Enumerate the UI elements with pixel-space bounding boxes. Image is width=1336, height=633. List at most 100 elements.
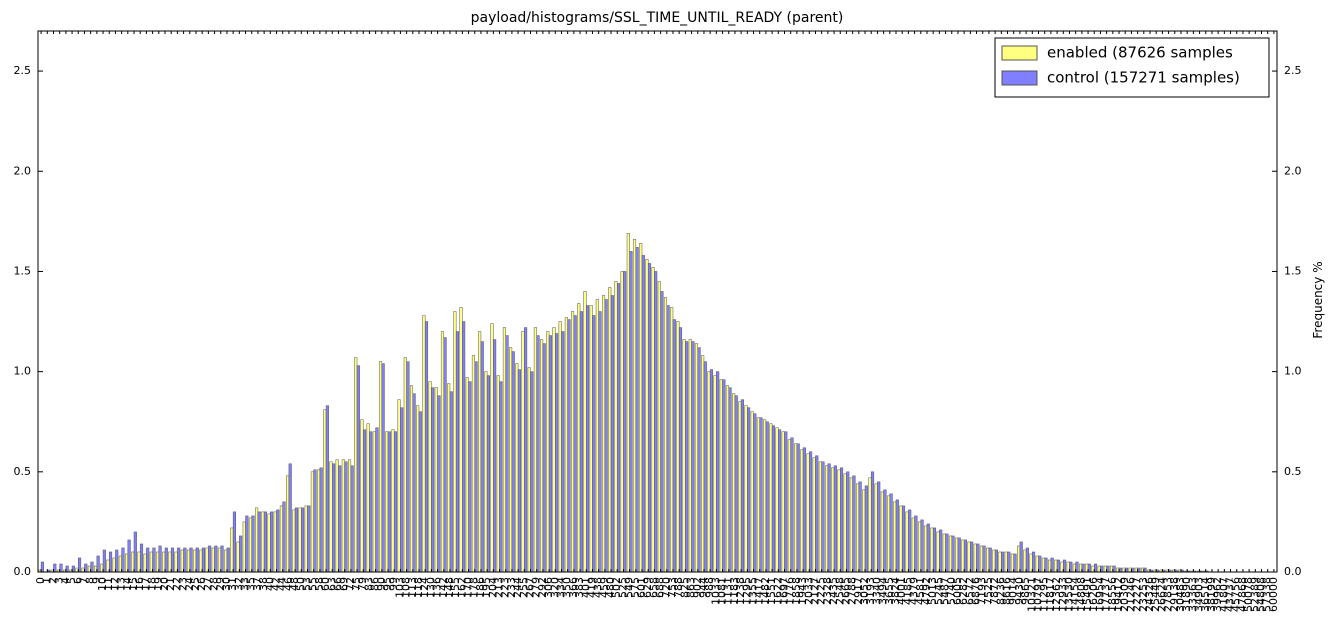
x-tick-label: 10	[96, 577, 109, 591]
bar	[864, 485, 868, 573]
bar	[478, 331, 482, 573]
x-tick-label: 1697	[777, 577, 790, 605]
x-tick-label: 24326	[1143, 577, 1156, 612]
x-tick-label: 10321	[1025, 577, 1038, 612]
bar	[666, 305, 670, 573]
bar	[604, 299, 608, 573]
x-tick-label: 2	[46, 577, 59, 584]
x-tick-label: 6005	[951, 577, 964, 605]
bar	[645, 259, 649, 573]
bar	[893, 501, 897, 573]
bar	[641, 255, 645, 573]
x-tick-label: 14	[121, 577, 134, 591]
bar	[447, 383, 451, 573]
x-tick-label: 48	[288, 577, 301, 591]
bar	[387, 431, 391, 573]
x-tick-label: 34903	[1193, 577, 1206, 612]
y-tick-label: 2.5	[14, 64, 32, 77]
x-tick-label: 30	[220, 577, 233, 591]
bar	[992, 549, 996, 573]
bar	[833, 465, 837, 573]
x-tick-label: 1622	[771, 577, 784, 605]
bar	[263, 511, 267, 573]
bar	[474, 361, 478, 573]
x-tick-label: 292	[536, 577, 549, 598]
bar	[406, 361, 410, 573]
bar	[924, 525, 928, 573]
bar	[193, 549, 197, 573]
bar	[378, 361, 383, 573]
bar	[827, 463, 831, 573]
bar	[620, 271, 624, 573]
bar	[926, 523, 930, 573]
bar	[945, 533, 949, 573]
bar	[753, 413, 757, 573]
bar	[672, 319, 676, 573]
bar	[214, 545, 218, 573]
bar	[802, 447, 806, 573]
bar	[400, 407, 404, 573]
bar	[521, 331, 525, 573]
bar	[276, 509, 280, 573]
bar	[294, 507, 298, 573]
bar	[948, 535, 953, 573]
bar	[486, 375, 490, 573]
bar	[208, 545, 212, 573]
x-tick-label: 575	[629, 577, 642, 598]
x-tick-label: 2328	[821, 577, 834, 605]
x-tick-label: 233	[505, 577, 518, 598]
bar	[319, 467, 323, 573]
bar	[261, 511, 265, 573]
bar	[701, 355, 705, 573]
x-tick-label: 108	[400, 577, 413, 598]
bar	[862, 489, 866, 573]
bar	[440, 331, 445, 573]
x-tick-label: 1482	[759, 577, 772, 605]
bar	[781, 431, 785, 573]
bar	[536, 335, 540, 573]
bar	[369, 431, 373, 573]
bar	[639, 243, 643, 573]
bar	[608, 287, 612, 573]
bar	[431, 387, 435, 573]
x-tick-label: 753	[666, 577, 679, 598]
x-tick-label: 63	[325, 577, 338, 591]
bar	[313, 469, 317, 573]
y-tick-label: 2.0	[14, 164, 32, 177]
bar	[837, 469, 841, 573]
bar	[849, 477, 853, 573]
x-tick-label: 4581	[914, 577, 927, 605]
bar	[511, 351, 515, 573]
x-tick-label: 502	[610, 577, 623, 598]
x-tick-label: 30483	[1174, 577, 1187, 612]
x-tick-label: 1033	[709, 577, 722, 605]
bar	[332, 463, 336, 573]
x-tick-label: 83	[362, 577, 375, 591]
bar	[765, 421, 769, 573]
x-tick-label: 16954	[1093, 577, 1106, 612]
x-tick-label: 16206	[1087, 577, 1100, 612]
bar	[546, 331, 550, 573]
bar	[471, 355, 475, 573]
x-tick-label: 43737	[1224, 577, 1237, 612]
bar	[443, 337, 447, 573]
x-tick-label: 103	[393, 577, 406, 598]
bar	[298, 507, 302, 573]
bar	[967, 541, 971, 573]
bar	[815, 455, 819, 573]
bar	[292, 509, 296, 573]
x-tick-label: 27	[201, 577, 214, 591]
y2-tick-label: 2.0	[1284, 164, 1302, 177]
x-tick-label: 1081	[716, 577, 729, 605]
x-tick-label: 944	[697, 577, 710, 598]
chart-title: payload/histograms/SSL_TIME_UNTIL_READY …	[471, 10, 844, 26]
x-tick-label: 99	[387, 577, 400, 591]
x-tick-label: 720	[660, 577, 673, 598]
x-tick-label: 136	[431, 577, 444, 598]
bar	[610, 295, 614, 573]
bar	[493, 339, 497, 573]
bar	[917, 521, 922, 573]
y2-tick-label: 0.5	[1284, 465, 1302, 478]
bar	[338, 465, 342, 573]
x-tick-label: 54808	[1255, 577, 1268, 612]
